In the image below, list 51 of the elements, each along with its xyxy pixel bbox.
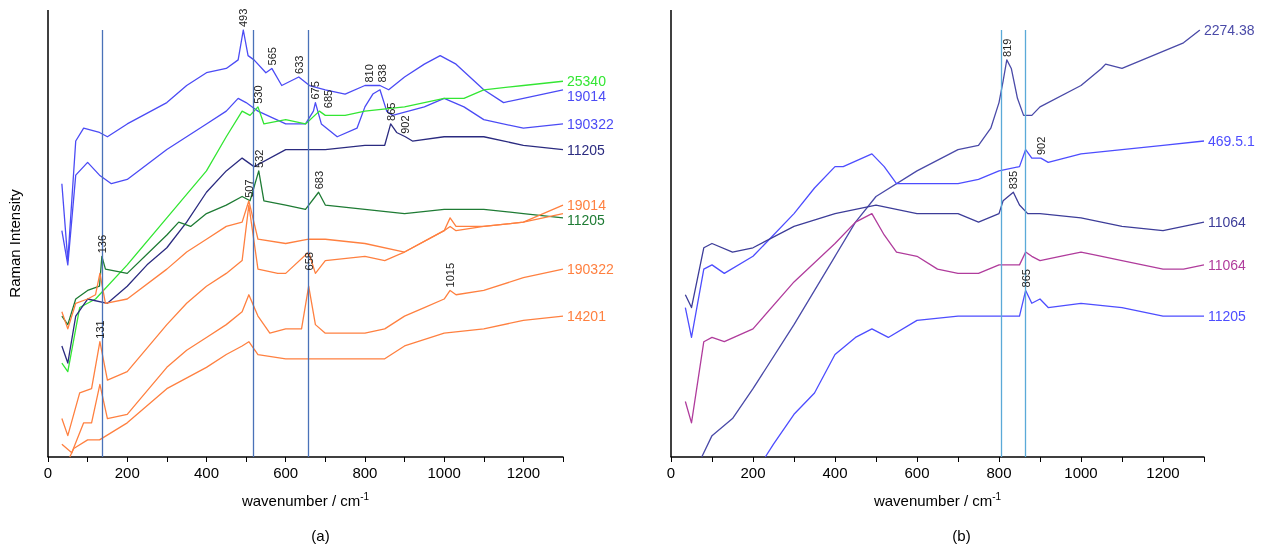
x-tick-label: 800 — [352, 464, 378, 481]
series-label: 2274.38 — [1203, 22, 1255, 38]
annotation: 810 — [362, 64, 375, 83]
x-tick-label: 200 — [114, 464, 140, 481]
annotation: 902 — [399, 115, 412, 134]
annotation: 835 — [1007, 170, 1020, 190]
text: (b) — [952, 527, 971, 544]
series-label: 11205 — [567, 212, 606, 229]
series-label: 469.5.1 — [1208, 133, 1255, 150]
series-label: 25340 — [567, 73, 607, 90]
annotation: 1015 — [444, 262, 457, 288]
annotation: 532 — [252, 149, 265, 168]
series-label: 14201 — [567, 308, 607, 325]
x-tick-label: 400 — [822, 464, 848, 481]
annotation: 683 — [312, 170, 325, 190]
x-tick-label: 200 — [740, 464, 766, 481]
annotation: 565 — [265, 47, 278, 66]
annotation: 838 — [375, 64, 388, 83]
annotation: 131 — [93, 320, 106, 339]
x-tick-label: 0 — [43, 464, 53, 481]
annotation: 530 — [251, 85, 264, 104]
annotation: 675 — [309, 81, 322, 100]
annotation: 865 — [1019, 269, 1032, 288]
x-tick-label: 1000 — [427, 464, 461, 481]
series-label: 11205 — [1208, 308, 1247, 325]
series-label: 11205 — [567, 141, 606, 158]
x-tick-label: 600 — [273, 464, 299, 481]
annotation: 136 — [95, 234, 108, 254]
annotation: 658 — [302, 252, 315, 271]
series-label: 11064 — [1208, 256, 1247, 273]
x-tick-label: 1200 — [1146, 464, 1180, 481]
text: (a) — [311, 527, 330, 544]
annotation: 902 — [1034, 136, 1047, 156]
series-label: 11064 — [1208, 214, 1247, 231]
x-tick-label: 600 — [904, 464, 930, 481]
series-label: 19014 — [567, 197, 607, 214]
series-label: 19014 — [567, 88, 607, 105]
y-axis-title: Raman Intensity — [5, 188, 23, 298]
annotation: 865 — [384, 102, 397, 121]
annotation: 507 — [242, 179, 255, 198]
x-tick-label: 1000 — [1064, 464, 1098, 481]
x-tick-label: 1200 — [506, 464, 541, 481]
x-tick-label: 400 — [193, 464, 219, 481]
x-tick-label: 800 — [986, 464, 1012, 481]
annotation: 685 — [322, 89, 335, 109]
x-tick-label: 0 — [666, 464, 676, 481]
series-label: 190322 — [567, 115, 614, 132]
annotation: 819 — [1000, 38, 1013, 57]
annotation: 493 — [237, 8, 250, 27]
annotation: 633 — [292, 55, 305, 74]
series-label: 190322 — [567, 261, 614, 278]
